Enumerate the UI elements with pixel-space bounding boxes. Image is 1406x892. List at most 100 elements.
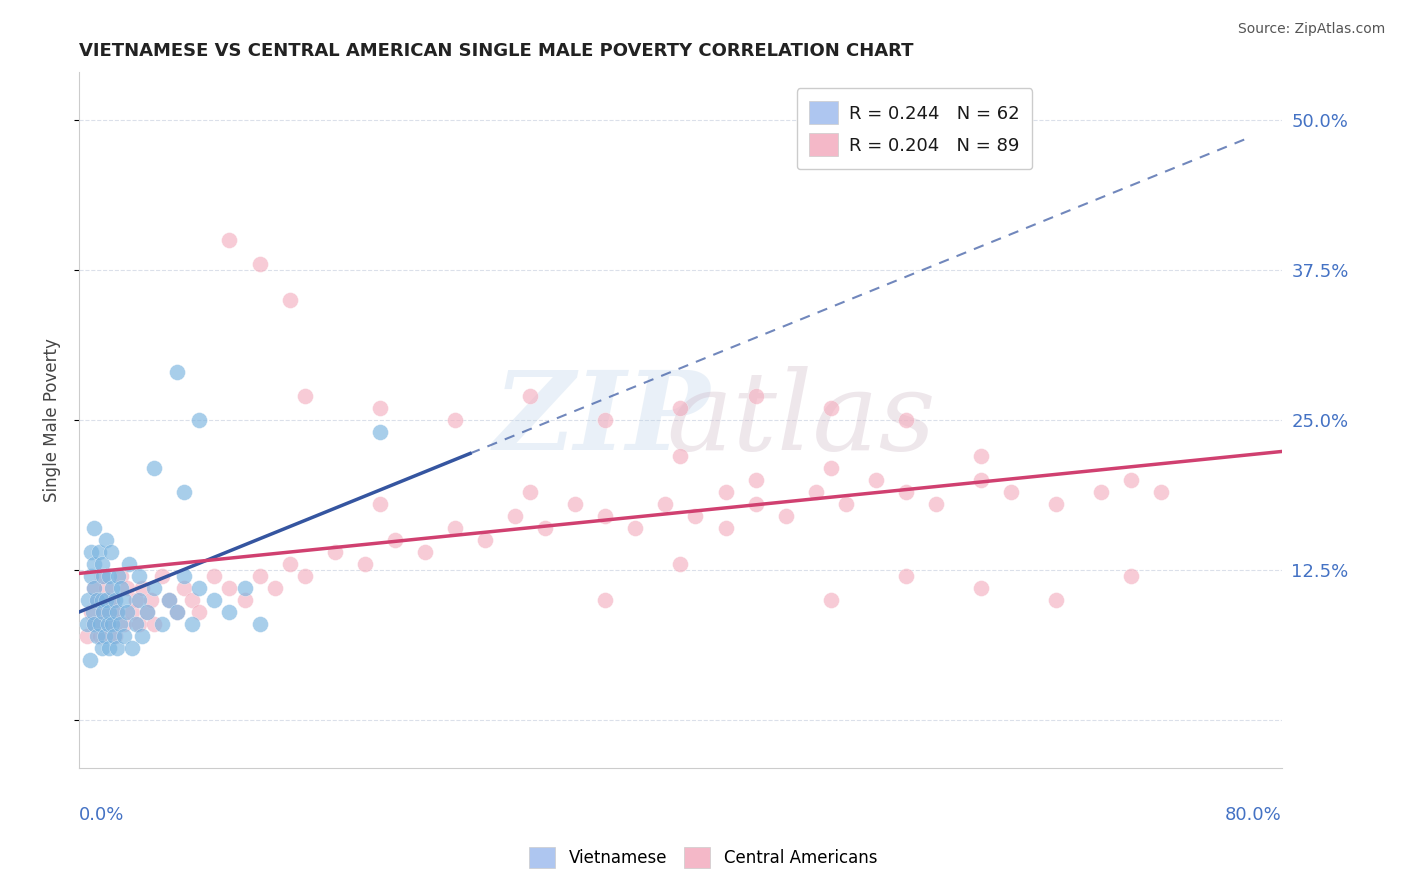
Point [105, 605, 128, 619]
Point [166, 605, 188, 619]
Point [503, 508, 526, 523]
Point [444, 521, 467, 535]
Point [474, 533, 496, 547]
Point [669, 557, 692, 571]
Point [91, 605, 114, 619]
Point [249, 616, 271, 631]
Point [218, 581, 240, 595]
Point [368, 425, 391, 439]
Point [744, 473, 766, 487]
Point [76, 629, 98, 643]
Point [89, 629, 111, 643]
Point [323, 545, 346, 559]
Point [128, 569, 150, 583]
Point [105, 640, 128, 655]
Point [173, 485, 195, 500]
Point [128, 593, 150, 607]
Point [1121, 473, 1143, 487]
Point [173, 569, 195, 583]
Point [90, 593, 112, 607]
Point [970, 449, 993, 463]
Point [233, 581, 256, 595]
Point [1121, 569, 1143, 583]
Point [125, 593, 148, 607]
Point [685, 508, 707, 523]
Point [135, 605, 157, 619]
Point [595, 593, 617, 607]
Point [77, 593, 100, 607]
Point [820, 593, 842, 607]
Point [624, 521, 647, 535]
Point [150, 569, 173, 583]
Point [112, 593, 135, 607]
Point [110, 581, 132, 595]
Point [101, 581, 124, 595]
Point [294, 569, 316, 583]
Point [150, 616, 173, 631]
Point [87, 545, 110, 559]
Point [894, 413, 917, 427]
Point [131, 629, 153, 643]
Point [103, 629, 125, 643]
Point [86, 593, 108, 607]
Point [101, 616, 124, 631]
Point [90, 640, 112, 655]
Point [97, 616, 120, 631]
Point [98, 569, 121, 583]
Point [104, 593, 127, 607]
Point [86, 629, 108, 643]
Point [131, 581, 153, 595]
Point [90, 569, 112, 583]
Point [173, 581, 195, 595]
Point [368, 497, 391, 511]
Point [83, 581, 105, 595]
Point [353, 557, 375, 571]
Point [91, 569, 114, 583]
Legend: R = 0.244   N = 62, R = 0.204   N = 89: R = 0.244 N = 62, R = 0.204 N = 89 [797, 88, 1032, 169]
Point [143, 616, 166, 631]
Point [117, 605, 139, 619]
Point [80, 605, 103, 619]
Point [180, 616, 202, 631]
Point [595, 508, 617, 523]
Point [218, 233, 240, 247]
Point [654, 497, 676, 511]
Point [96, 593, 118, 607]
Text: Source: ZipAtlas.com: Source: ZipAtlas.com [1237, 22, 1385, 37]
Point [98, 605, 121, 619]
Point [105, 605, 128, 619]
Point [925, 497, 948, 511]
Point [83, 581, 105, 595]
Point [775, 508, 797, 523]
Point [83, 616, 105, 631]
Point [1045, 593, 1067, 607]
Point [188, 413, 211, 427]
Point [93, 629, 115, 643]
Point [278, 557, 301, 571]
Point [112, 629, 135, 643]
Point [121, 640, 143, 655]
Point [107, 569, 129, 583]
Point [233, 593, 256, 607]
Point [249, 257, 271, 271]
Point [188, 581, 211, 595]
Text: 0.0%: 0.0% [79, 806, 125, 824]
Point [86, 593, 108, 607]
Point [519, 389, 541, 403]
Point [90, 557, 112, 571]
Text: ZIP: ZIP [494, 367, 710, 474]
Point [98, 616, 121, 631]
Point [135, 605, 157, 619]
Point [204, 593, 226, 607]
Point [970, 581, 993, 595]
Point [141, 593, 163, 607]
Point [108, 616, 131, 631]
Point [83, 616, 105, 631]
Point [894, 569, 917, 583]
Point [595, 413, 617, 427]
Point [83, 521, 105, 535]
Point [835, 497, 858, 511]
Point [91, 605, 114, 619]
Point [384, 533, 406, 547]
Point [83, 557, 105, 571]
